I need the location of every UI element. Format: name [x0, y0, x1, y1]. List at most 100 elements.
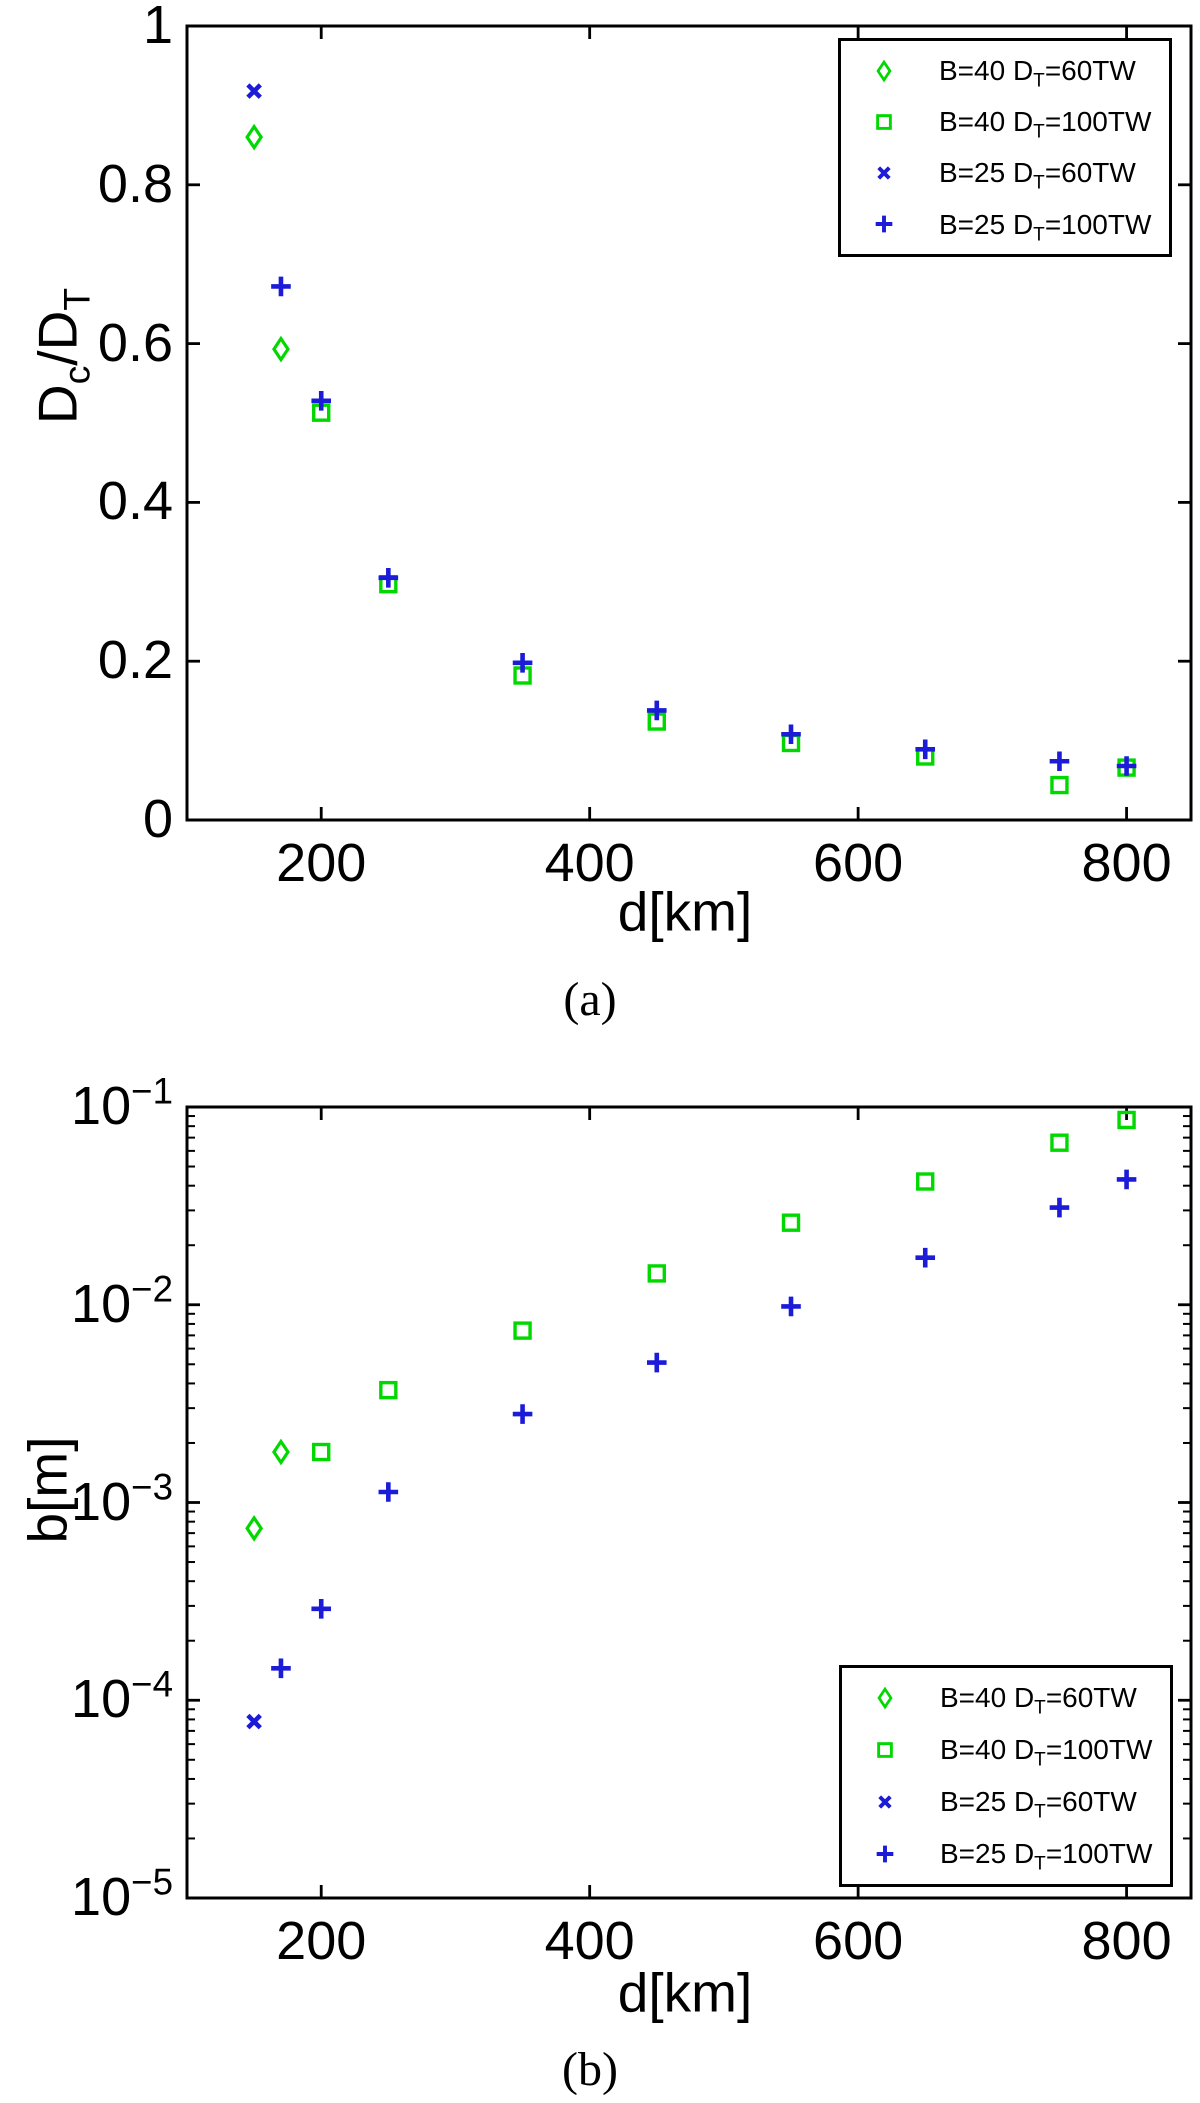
- caption-b: (b): [562, 2043, 618, 2096]
- plot-b-legend: B=40 DT=60TW B=40 DT=100TW B=25 DT=60TW B=2…: [839, 1665, 1173, 1887]
- x-tick-label: 400: [544, 1911, 635, 1971]
- data-point-diamond-marker: [272, 335, 290, 363]
- data-point-square-marker: [647, 1264, 666, 1283]
- x-tick-label: 200: [276, 833, 367, 893]
- diamond-icon: [877, 1686, 893, 1710]
- diamond-glyph: [877, 1686, 893, 1710]
- y-tick-label: 10−5: [71, 1861, 173, 1927]
- data-point-square-marker: [312, 1442, 331, 1462]
- data-point-plus-marker: [271, 1658, 291, 1679]
- data-point-square-marker: [1050, 775, 1069, 795]
- legend-entry-label: B=25 DT=100TW: [940, 1838, 1153, 1875]
- data-point-plus-marker: [1049, 1197, 1070, 1218]
- x-tick-label: 600: [813, 1911, 904, 1971]
- data-point-plus-marker: [1116, 1169, 1137, 1190]
- legend-entry: B=25 DT=60TW: [842, 1782, 1170, 1822]
- plus-glyph: [875, 216, 893, 233]
- plus-icon: [875, 216, 893, 233]
- y-tick-label: 10−4: [71, 1663, 173, 1730]
- data-point-diamond-marker: [272, 1438, 290, 1466]
- plot-a-y-axis-label: Dc/DT: [26, 287, 98, 425]
- legend-entry-label: B=25 DT=60TW: [939, 157, 1136, 195]
- data-point-plus-marker: [915, 1247, 936, 1268]
- data-point-plus-marker: [512, 1404, 533, 1424]
- legend-diamond-marker-icon: [841, 51, 927, 91]
- legend-plus-marker-icon: [841, 204, 927, 244]
- data-point-square-marker: [1050, 1133, 1069, 1152]
- data-point-diamond-marker: [245, 123, 264, 151]
- x-tick-label: 200: [276, 1911, 367, 1971]
- plot-b-frame: [185, 1105, 1193, 1900]
- plot-b-y-axis-label: b[m]: [16, 1436, 79, 1544]
- legend-square-marker-icon: [842, 1730, 928, 1770]
- y-tick-label: 0.8: [97, 153, 173, 214]
- legend-plus-marker-icon: [842, 1834, 928, 1874]
- data-point-square-marker: [379, 1380, 398, 1400]
- legend-square-marker-icon: [841, 102, 927, 142]
- data-point-plus-marker: [915, 739, 936, 760]
- data-point-square-marker: [1117, 1110, 1136, 1130]
- x-icon: [878, 1795, 892, 1809]
- square-icon: [876, 114, 892, 130]
- plot-a-frame: [185, 24, 1193, 822]
- y-tick-label: 10−2: [71, 1268, 173, 1334]
- legend-entry: B=40 DT=100TW: [842, 1730, 1170, 1770]
- legend-entry: B=40 DT=100TW: [841, 102, 1169, 142]
- data-point-diamond-marker: [245, 1514, 264, 1542]
- x-glyph: [877, 166, 891, 180]
- legend-entry: B=40 DT=60TW: [842, 1678, 1170, 1718]
- data-point-plus-marker: [378, 568, 399, 588]
- square-icon: [877, 1742, 893, 1758]
- data-point-plus-marker: [311, 1599, 332, 1619]
- y-tick-label: 0.4: [97, 471, 173, 532]
- data-point-x-marker: [246, 83, 262, 99]
- plot-a-x-axis-label: d[km]: [617, 880, 753, 943]
- y-tick-label: 10−1: [71, 1070, 173, 1136]
- y-tick-label: 10−3: [71, 1466, 173, 1532]
- legend-entry-label: B=25 DT=60TW: [940, 1786, 1137, 1823]
- diamond-glyph: [876, 59, 892, 83]
- legend-entry: B=25 DT=100TW: [842, 1834, 1170, 1874]
- y-tick-label: 0.6: [97, 312, 173, 373]
- diamond-icon: [876, 59, 892, 83]
- legend-entry: B=25 DT=60TW: [841, 153, 1169, 193]
- x-icon: [877, 166, 891, 180]
- legend-x-marker-icon: [842, 1782, 928, 1822]
- plot-a-legend: B=40 DT=60TW B=40 DT=100TW B=25 DT=60TW B=2…: [838, 38, 1172, 257]
- legend-entry-label: B=25 DT=100TW: [939, 208, 1152, 246]
- legend-x-marker-icon: [841, 153, 927, 193]
- plus-icon: [876, 1845, 894, 1863]
- caption-a: (a): [563, 973, 617, 1026]
- legend-entry: B=25 DT=100TW: [841, 204, 1169, 244]
- y-tick-label: 1: [142, 0, 173, 55]
- data-point-square-marker: [781, 1213, 801, 1232]
- data-point-square-marker: [916, 1172, 935, 1191]
- legend-entry-label: B=40 DT=100TW: [940, 1734, 1153, 1771]
- data-point-x-marker: [246, 1713, 262, 1730]
- data-point-plus-marker: [646, 1352, 667, 1373]
- data-point-plus-marker: [512, 652, 533, 673]
- legend-entry: B=40 DT=60TW: [841, 51, 1169, 91]
- data-point-plus-marker: [781, 724, 801, 745]
- square-glyph: [876, 114, 892, 130]
- legend-entry-label: B=40 DT=60TW: [940, 1682, 1137, 1719]
- legend-diamond-marker-icon: [842, 1678, 928, 1718]
- legend-entry-label: B=40 DT=60TW: [939, 54, 1136, 92]
- square-glyph: [877, 1742, 893, 1758]
- data-point-plus-marker: [646, 700, 667, 721]
- data-point-square-marker: [513, 1321, 532, 1340]
- data-point-plus-marker: [271, 276, 291, 297]
- y-tick-label: 0.2: [97, 630, 173, 691]
- data-point-plus-marker: [1049, 751, 1070, 772]
- legend-entry-label: B=40 DT=100TW: [939, 106, 1152, 143]
- data-point-plus-marker: [1116, 756, 1137, 776]
- y-tick-label: 0: [142, 788, 173, 849]
- plot-b-x-axis-label: d[km]: [617, 1961, 753, 2024]
- data-point-plus-marker: [781, 1296, 801, 1317]
- data-point-plus-marker: [378, 1482, 399, 1502]
- x-glyph: [878, 1795, 892, 1809]
- x-tick-label: 800: [1081, 833, 1172, 893]
- data-point-plus-marker: [311, 390, 332, 411]
